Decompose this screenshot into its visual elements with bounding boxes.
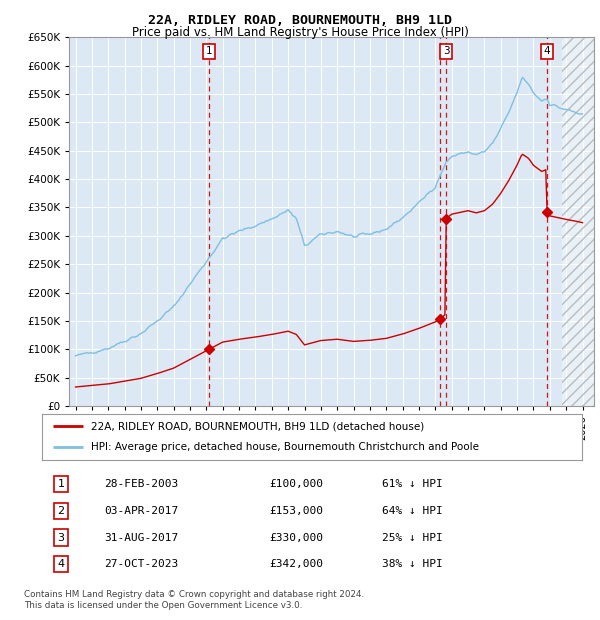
Text: 3: 3 [443,46,449,56]
Bar [562,37,594,406]
Text: 25% ↓ HPI: 25% ↓ HPI [382,533,443,542]
Text: £100,000: £100,000 [269,479,323,489]
Text: 03-APR-2017: 03-APR-2017 [104,506,178,516]
Text: 4: 4 [58,559,64,569]
Text: 4: 4 [544,46,550,56]
Text: Contains HM Land Registry data © Crown copyright and database right 2024.: Contains HM Land Registry data © Crown c… [24,590,364,600]
Text: 61% ↓ HPI: 61% ↓ HPI [382,479,443,489]
Text: 22A, RIDLEY ROAD, BOURNEMOUTH, BH9 1LD (detached house): 22A, RIDLEY ROAD, BOURNEMOUTH, BH9 1LD (… [91,421,424,431]
Text: £342,000: £342,000 [269,559,323,569]
Text: 38% ↓ HPI: 38% ↓ HPI [382,559,443,569]
Text: This data is licensed under the Open Government Licence v3.0.: This data is licensed under the Open Gov… [24,601,302,611]
Text: Price paid vs. HM Land Registry's House Price Index (HPI): Price paid vs. HM Land Registry's House … [131,26,469,39]
Text: 31-AUG-2017: 31-AUG-2017 [104,533,178,542]
Text: 1: 1 [206,46,212,56]
Text: HPI: Average price, detached house, Bournemouth Christchurch and Poole: HPI: Average price, detached house, Bour… [91,443,479,453]
Text: 27-OCT-2023: 27-OCT-2023 [104,559,178,569]
Text: 1: 1 [58,479,64,489]
Text: £330,000: £330,000 [269,533,323,542]
Text: 3: 3 [58,533,64,542]
Text: 28-FEB-2003: 28-FEB-2003 [104,479,178,489]
Bar [562,37,594,406]
Text: 2: 2 [58,506,64,516]
Text: 22A, RIDLEY ROAD, BOURNEMOUTH, BH9 1LD: 22A, RIDLEY ROAD, BOURNEMOUTH, BH9 1LD [148,14,452,27]
Text: £153,000: £153,000 [269,506,323,516]
Text: 64% ↓ HPI: 64% ↓ HPI [382,506,443,516]
Bar [562,37,594,406]
